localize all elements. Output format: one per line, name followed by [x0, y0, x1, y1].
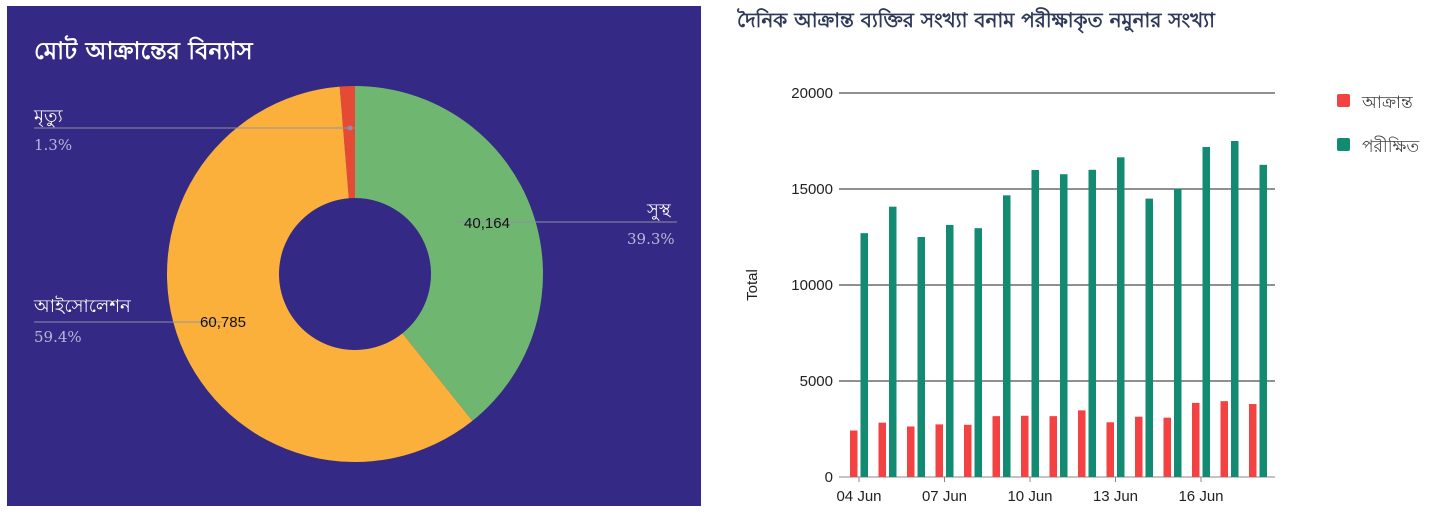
- x-tick-label-2: 10 Jun: [1007, 488, 1052, 505]
- bar-tested-8: [1088, 169, 1096, 478]
- bar-tested-5: [1003, 195, 1011, 477]
- bar-tested-7: [1060, 174, 1068, 477]
- y-tick-label-3: 15000: [791, 181, 833, 198]
- slice-value-label-2: 60,785: [200, 314, 246, 331]
- bar-infected-5: [992, 416, 1000, 477]
- legend-swatch-infected: [1337, 94, 1350, 107]
- legend-label-infected: আক্রান্ত: [1362, 93, 1413, 113]
- y-tick-label-4: 20000: [791, 85, 833, 102]
- bar-infected-8: [1078, 410, 1086, 477]
- pie-slice-2: [167, 86, 473, 462]
- x-tick-label-0: 04 Jun: [836, 488, 881, 505]
- pie-chart: 40,164 60,785: [34, 86, 677, 462]
- legend-label-tested: পরীক্ষিত: [1362, 137, 1420, 157]
- bar-infected-10: [1135, 416, 1143, 477]
- leader-dot: [347, 125, 353, 131]
- y-tick-label-2: 10000: [791, 277, 833, 294]
- bar-tested-1: [889, 206, 897, 477]
- bar-infected-14: [1249, 404, 1257, 477]
- slice-pct-isolation: 59.4%: [34, 328, 82, 346]
- bar-infected-4: [964, 424, 972, 477]
- x-tick-label-4: 16 Jun: [1178, 488, 1223, 505]
- slice-value-label-1: 40,164: [464, 215, 510, 232]
- pie-slice-1: [355, 86, 543, 421]
- bar-tested-4: [974, 228, 982, 477]
- bar-tested-11: [1174, 188, 1182, 478]
- bar-tested-9: [1117, 157, 1125, 477]
- bar-infected-13: [1220, 401, 1228, 477]
- bar-title: দৈনিক আক্রান্ত ব্যক্তির সংখ্যা বনাম পরীক…: [737, 8, 1215, 32]
- pie-panel: 40,164 60,785 মোট আক্রান্তের বিন্যাস মৃত্…: [7, 6, 701, 506]
- pie-slice-0: [339, 86, 355, 199]
- bar-tested-14: [1259, 164, 1267, 478]
- bar-tested-6: [1031, 169, 1039, 477]
- bar-tested-3: [946, 224, 954, 477]
- bar-infected-3: [935, 424, 943, 477]
- x-tick-label-1: 07 Jun: [922, 488, 967, 505]
- legend-swatch-tested: [1337, 138, 1350, 151]
- slice-pct-death: 1.3%: [34, 136, 73, 154]
- bar-infected-6: [1021, 415, 1029, 477]
- bar-infected-1: [878, 422, 886, 477]
- slice-label-recovered: সুস্থ: [647, 200, 671, 221]
- y-axis-label: Total: [744, 269, 761, 301]
- bar-infected-0: [850, 430, 858, 477]
- bar-tested-2: [917, 237, 925, 477]
- slice-pct-recovered: 39.3%: [627, 230, 675, 248]
- bar-infected-12: [1192, 402, 1200, 477]
- bar-infected-2: [907, 426, 915, 477]
- bar-tested-12: [1202, 146, 1210, 477]
- bar-chart: 0 5000 10000 15000 20000 Total 04 Jun 07 Jun 10 …: [744, 85, 1275, 505]
- bar-infected-9: [1106, 422, 1114, 477]
- y-tick-label-0: 0: [825, 469, 833, 486]
- bar-tested-13: [1231, 141, 1239, 477]
- bar-infected-7: [1049, 416, 1057, 477]
- pie-title: মোট আক্রান্তের বিন্যাস: [34, 37, 253, 65]
- slice-label-isolation: আইসোলেশন: [34, 296, 131, 317]
- slice-label-death: মৃত্যু: [34, 106, 63, 127]
- bar-tested-0: [860, 233, 868, 477]
- bar-tested-10: [1145, 198, 1153, 477]
- y-tick-label-1: 5000: [800, 373, 833, 390]
- bar-infected-11: [1163, 417, 1171, 477]
- x-tick-label-3: 13 Jun: [1093, 488, 1138, 505]
